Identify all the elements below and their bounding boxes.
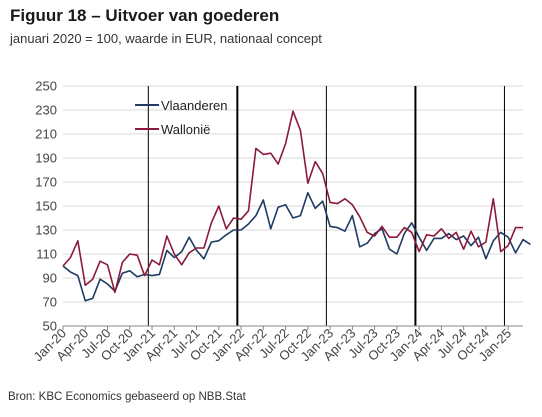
grid-layer bbox=[63, 85, 523, 327]
year-separator-layer bbox=[147, 86, 505, 326]
chart-subtitle: januari 2020 = 100, waarde in EUR, natio… bbox=[10, 31, 322, 46]
y-tick-label: 110 bbox=[36, 247, 57, 262]
series-line-wallonie bbox=[62, 110, 523, 294]
legend: Vlaanderen Wallonië bbox=[135, 98, 228, 137]
line-chart: 507090110130150170190210230250Jan-20Apr-… bbox=[30, 79, 531, 364]
chart-source: Bron: KBC Economics gebaseerd op NBB.Sta… bbox=[8, 391, 246, 403]
y-tick-label: 210 bbox=[35, 127, 57, 142]
y-tick-label: 50 bbox=[43, 319, 57, 334]
y-tick-label: 70 bbox=[43, 295, 57, 310]
series-line-vlaanderen bbox=[62, 192, 531, 302]
legend-label: Wallonië bbox=[161, 122, 210, 137]
y-tick-label: 230 bbox=[35, 103, 57, 118]
y-tick-label: 90 bbox=[43, 271, 57, 286]
y-tick-label: 190 bbox=[35, 151, 57, 166]
y-tick-label: 150 bbox=[35, 199, 57, 214]
chart-title: Figuur 18 – Uitvoer van goederen bbox=[10, 6, 280, 25]
axis-layer: 507090110130150170190210230250Jan-20Apr-… bbox=[30, 79, 523, 364]
legend-label: Vlaanderen bbox=[161, 98, 228, 113]
series-layer bbox=[62, 110, 531, 302]
y-tick-label: 130 bbox=[35, 223, 57, 238]
y-tick-label: 170 bbox=[35, 175, 57, 190]
y-tick-label: 250 bbox=[35, 79, 57, 94]
